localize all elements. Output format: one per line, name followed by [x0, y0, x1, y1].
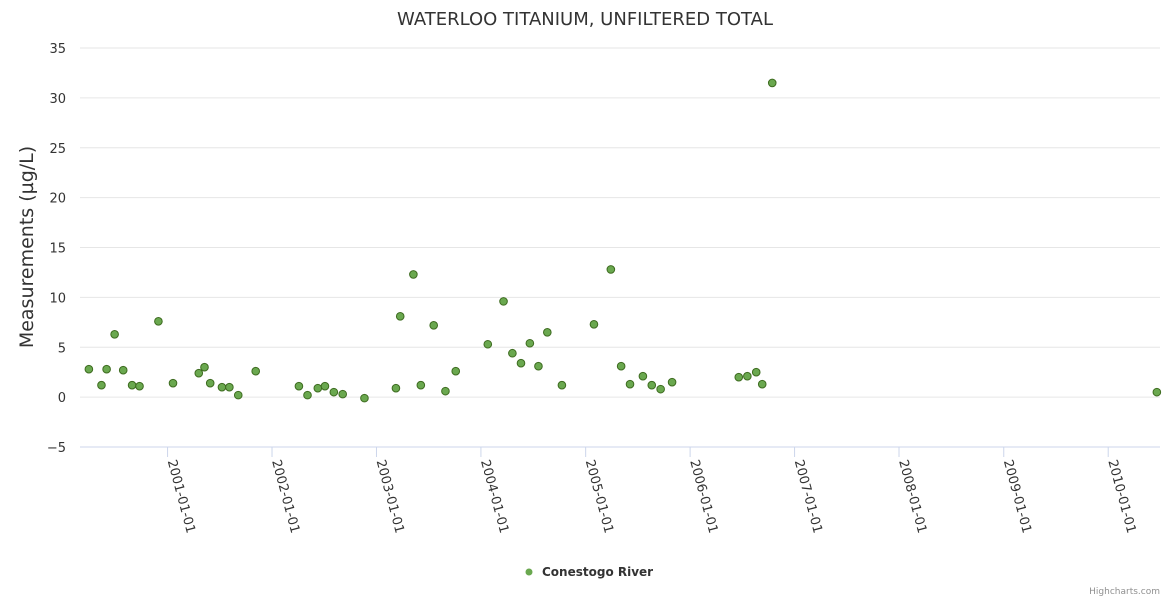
data-point[interactable]	[84, 364, 94, 374]
data-point[interactable]	[395, 312, 405, 321]
y-tick-label: 25	[49, 142, 66, 157]
data-point[interactable]	[329, 387, 339, 397]
data-point[interactable]	[97, 380, 106, 390]
data-point[interactable]	[451, 366, 461, 376]
y-tick-label: 15	[49, 242, 66, 257]
y-tick-label: 0	[58, 391, 66, 406]
data-point[interactable]	[110, 329, 119, 339]
chart-title: WATERLOO TITANIUM, UNFILTERED TOTAL	[397, 9, 773, 30]
data-point[interactable]	[751, 367, 761, 377]
data-point[interactable]	[294, 381, 304, 391]
data-point[interactable]	[616, 361, 626, 371]
data-point[interactable]	[338, 389, 348, 399]
y-axis-label: Measurements (µg/L)	[16, 146, 38, 348]
data-point[interactable]	[225, 382, 234, 392]
data-point[interactable]	[516, 358, 526, 368]
data-point[interactable]	[200, 362, 209, 372]
data-point[interactable]	[233, 390, 243, 400]
data-point[interactable]	[429, 321, 439, 330]
y-tick-label: 35	[49, 42, 66, 57]
data-point[interactable]	[757, 379, 767, 389]
data-point[interactable]	[647, 380, 657, 390]
data-point[interactable]	[1152, 387, 1162, 397]
data-point[interactable]	[135, 381, 144, 391]
data-point[interactable]	[656, 384, 665, 394]
data-point[interactable]	[638, 371, 648, 381]
data-point[interactable]	[194, 368, 204, 378]
data-point[interactable]	[534, 361, 543, 371]
data-point[interactable]	[557, 380, 567, 390]
data-point[interactable]	[127, 380, 137, 390]
data-point[interactable]	[743, 371, 752, 381]
data-point[interactable]	[320, 381, 330, 391]
data-point[interactable]	[360, 393, 369, 403]
data-point[interactable]	[589, 320, 599, 329]
data-point[interactable]	[102, 364, 111, 374]
data-point[interactable]	[667, 377, 677, 387]
data-point[interactable]	[441, 386, 450, 396]
y-tick-label: 30	[49, 92, 66, 107]
data-point[interactable]	[168, 378, 178, 388]
data-point[interactable]	[508, 348, 517, 358]
data-point[interactable]	[251, 366, 261, 376]
data-point[interactable]	[499, 297, 508, 306]
legend[interactable]: Conestogo River	[524, 565, 653, 579]
data-point[interactable]	[543, 327, 552, 337]
y-tick-label: 5	[58, 341, 66, 356]
data-point[interactable]	[409, 270, 418, 279]
y-gridlines	[80, 47, 1160, 398]
data-point[interactable]	[205, 378, 215, 388]
data-point[interactable]	[391, 383, 401, 393]
data-point[interactable]	[154, 317, 163, 326]
data-point[interactable]	[606, 265, 616, 274]
data-point[interactable]	[416, 380, 426, 390]
legend-item-conestogo-river[interactable]: Conestogo River	[542, 565, 653, 579]
y-tick-label: 20	[49, 192, 66, 207]
data-point[interactable]	[767, 78, 777, 88]
legend-marker	[524, 567, 534, 577]
data-point[interactable]	[625, 379, 635, 389]
data-point[interactable]	[217, 382, 227, 392]
data-point[interactable]	[525, 338, 535, 348]
data-point[interactable]	[313, 383, 323, 393]
y-axis-ticks: −5 0 5 10 15 20 25 30 35	[47, 42, 66, 456]
data-points	[84, 78, 1162, 403]
y-tick-label: −5	[47, 441, 66, 456]
data-point[interactable]	[118, 365, 128, 375]
y-tick-label: 10	[49, 291, 66, 306]
data-point[interactable]	[734, 372, 744, 382]
credits-link[interactable]: Highcharts.com	[1089, 587, 1160, 597]
data-point[interactable]	[483, 339, 493, 349]
data-point[interactable]	[303, 390, 312, 400]
